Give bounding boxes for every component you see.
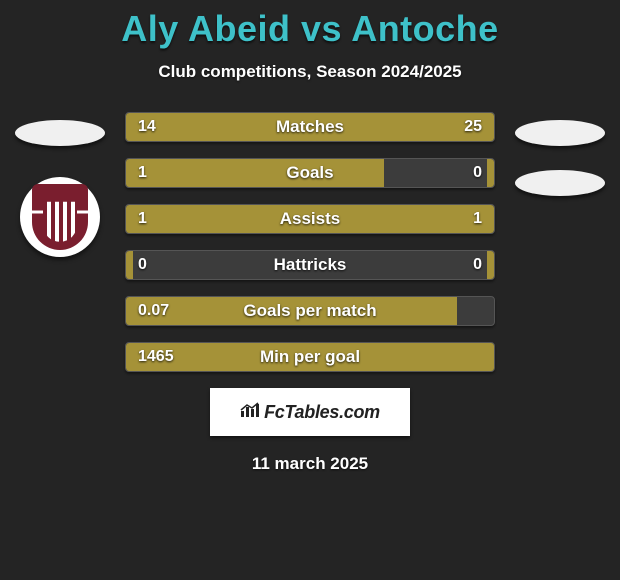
comparison-date: 11 march 2025 (0, 454, 620, 474)
brand-box[interactable]: FcTables.com (210, 388, 410, 436)
stat-row: Min per goal1465 (125, 342, 495, 372)
stat-value-left: 0 (138, 256, 147, 274)
stat-row: Goals per match0.07 (125, 296, 495, 326)
stat-value-left: 1 (138, 210, 147, 228)
club-right-placeholder (515, 170, 605, 196)
stat-value-right: 0 (473, 164, 482, 182)
club-crest-icon (32, 184, 88, 250)
club-left-logo (20, 177, 100, 257)
comparison-subtitle: Club competitions, Season 2024/2025 (0, 62, 620, 82)
stat-label: Goals (126, 163, 494, 183)
stat-label: Min per goal (126, 347, 494, 367)
stat-label: Matches (126, 117, 494, 137)
comparison-main: Matches1425Goals10Assists11Hattricks00Go… (0, 112, 620, 474)
stat-value-right: 25 (464, 118, 482, 136)
stat-row: Goals1 0 (125, 158, 495, 188)
stat-value-right: 1 (473, 210, 482, 228)
stat-value-left: 1465 (138, 348, 174, 366)
stat-value-left: 14 (138, 118, 156, 136)
stat-row: Matches14 25 (125, 112, 495, 142)
stat-label: Assists (126, 209, 494, 229)
brand-label: FcTables.com (264, 402, 380, 423)
stat-value-left: 1 (138, 164, 147, 182)
stat-row: Assists1 1 (125, 204, 495, 234)
stat-label: Goals per match (126, 301, 494, 321)
stat-bars: Matches1425Goals10Assists11Hattricks00Go… (125, 112, 495, 372)
stat-label: Hattricks (126, 255, 494, 275)
player-right-placeholder (515, 120, 605, 146)
player-left-placeholder (15, 120, 105, 146)
stat-value-left: 0.07 (138, 302, 169, 320)
stat-value-right: 0 (473, 256, 482, 274)
brand-chart-icon (240, 402, 260, 423)
stat-row: Hattricks0 0 (125, 250, 495, 280)
comparison-title: Aly Abeid vs Antoche (0, 0, 620, 50)
